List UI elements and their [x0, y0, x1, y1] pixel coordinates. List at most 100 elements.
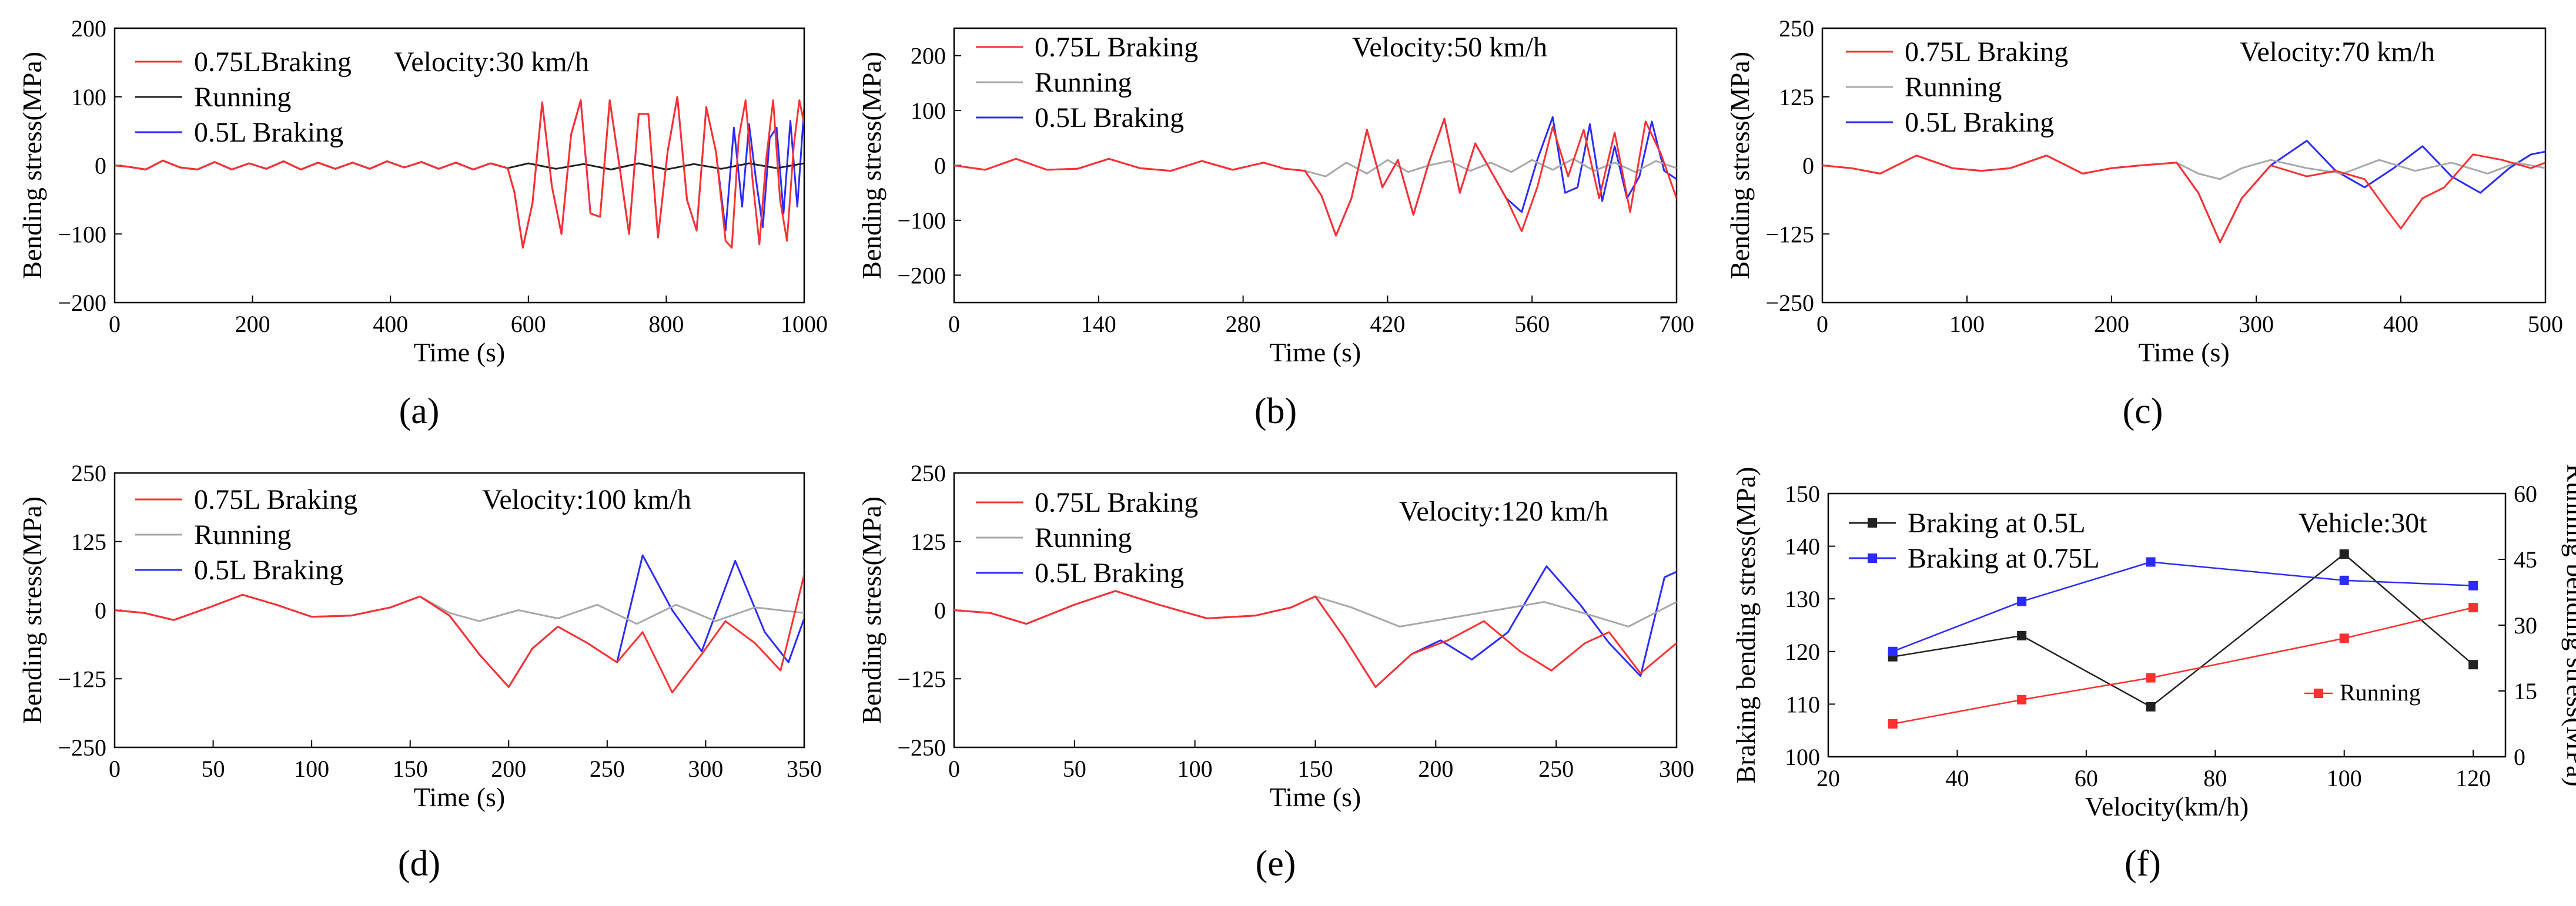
legend-label: 0.5L Braking [1905, 107, 2054, 138]
y-tick-label: 0 [1802, 153, 1814, 179]
chart-panel-e: 0 50 100 150 200 250 300 −250 −125 0 125 250 Time (s… [857, 460, 1694, 884]
x-tick-label: 50 [1063, 756, 1086, 782]
legend-marker [2314, 689, 2323, 698]
legend-label: Running [194, 82, 291, 113]
x-tick-label: 300 [2239, 311, 2274, 337]
panel-label: (a) [399, 391, 440, 431]
legend-label: 0.75L Braking [1035, 32, 1198, 63]
data-point [1888, 719, 1898, 729]
y-axis-label: Bending stress(MPa) [857, 496, 886, 724]
chart-panel-f: 20 40 60 80 100 120 100 110 120 130 140 150 0 15 30 45 6… [1731, 464, 2576, 884]
chart-panel-b: 0 140 280 420 560 700 −200 −100 0 100 200 Time (s) B… [857, 27, 1694, 431]
legend-marker [1868, 553, 1877, 563]
data-point [2146, 702, 2156, 712]
y-tick-label: −100 [58, 221, 106, 247]
data-point [2468, 580, 2478, 590]
y-tick-label: 120 [1785, 639, 1820, 665]
x-tick-label: 350 [787, 756, 822, 782]
legend-label: 0.75L Braking [194, 484, 357, 515]
x-axis-label: Time (s) [414, 337, 506, 367]
y-tick-label: 200 [911, 43, 946, 69]
data-point [1888, 646, 1898, 656]
series-line-0-75l-braking [954, 118, 1677, 237]
panel-label: (b) [1254, 391, 1297, 431]
x-tick-label: 100 [1949, 311, 1985, 337]
x-tick-label: 280 [1226, 311, 1261, 337]
legend-label: Running [1035, 67, 1132, 98]
legend-label: Running [1035, 522, 1132, 553]
y-right-tick-label: 15 [2514, 678, 2537, 704]
y-tick-label: −200 [897, 262, 946, 288]
x-tick-label: 20 [1816, 765, 1840, 791]
legend-marker [1868, 518, 1877, 528]
data-point [2339, 633, 2349, 643]
legend-label: 0.5L Braking [194, 117, 343, 148]
x-tick-label: 150 [393, 756, 428, 782]
data-point [2468, 660, 2478, 670]
panel-label: (d) [398, 844, 440, 884]
x-tick-label: 1000 [781, 311, 828, 337]
x-tick-label: 0 [1816, 311, 1828, 337]
y-right-tick-label: 0 [2514, 744, 2525, 770]
chart-panel-d: 0 50 100 150 200 250 300 350 −250 −125 0 125 250 Time… [17, 460, 822, 884]
x-tick-label: 200 [235, 311, 270, 337]
velocity-annotation: Velocity:50 km/h [1352, 32, 1547, 63]
x-tick-label: 50 [202, 756, 225, 782]
x-tick-label: 200 [1418, 756, 1453, 782]
panel-label: (f) [2125, 844, 2161, 884]
y-tick-label: −125 [58, 666, 106, 692]
series-line-0-75l-braking [954, 590, 1677, 688]
y-right-tick-label: 30 [2514, 612, 2537, 639]
y-tick-label: −250 [897, 734, 946, 761]
x-tick-label: 40 [1945, 765, 1969, 791]
x-tick-label: 200 [2094, 311, 2129, 337]
data-point [2017, 630, 2027, 640]
x-tick-label: 100 [294, 756, 329, 782]
x-tick-label: 60 [2075, 765, 2098, 791]
data-point [2017, 596, 2027, 606]
x-axis-label: Time (s) [1270, 337, 1361, 367]
data-point [2146, 557, 2156, 567]
x-tick-label: 100 [1177, 756, 1213, 782]
legend-label: Braking at 0.75L [1908, 543, 2100, 574]
legend-label: 0.5L Braking [1035, 558, 1184, 589]
series-line-0-75l-braking [115, 574, 804, 694]
legend-label: 0.5L Braking [194, 555, 343, 586]
y-tick-label: 250 [911, 460, 946, 486]
x-tick-label: 400 [2383, 311, 2418, 337]
legend-label: 0.75L Braking [1905, 36, 2068, 68]
y-tick-label: 150 [1785, 481, 1820, 507]
velocity-annotation: Velocity:120 km/h [1399, 496, 1608, 527]
series-line-0-75lbraking [115, 96, 804, 249]
chart-panel-c: 0 100 200 300 400 500 −250 −125 0 125 250 Time (s) B… [1725, 15, 2563, 431]
y-tick-label: 100 [71, 84, 106, 110]
y-tick-label: 250 [1779, 15, 1814, 42]
y-tick-label: −200 [58, 290, 106, 316]
y-axis-label: Braking bending stress(MPa) [1731, 467, 1761, 783]
velocity-annotation: Velocity:30 km/h [394, 46, 589, 78]
y-right-axis-label: Running bending stress(MPa) [2561, 464, 2576, 786]
velocity-annotation: Vehicle:30t [2299, 508, 2427, 539]
data-point [2468, 603, 2478, 613]
x-tick-label: 200 [491, 756, 526, 782]
y-tick-label: 125 [71, 529, 106, 555]
x-tick-label: 0 [948, 756, 960, 782]
x-tick-label: 0 [948, 311, 960, 337]
legend-label: Running [2340, 679, 2421, 706]
y-tick-label: 140 [1785, 533, 1820, 560]
velocity-annotation: Velocity:70 km/h [2240, 36, 2435, 68]
series-line-running [1892, 606, 2474, 725]
data-point [2146, 673, 2156, 683]
y-tick-label: 250 [71, 460, 106, 486]
y-axis-label: Bending stress(MPa) [1725, 52, 1755, 279]
y-tick-label: −250 [1765, 290, 1814, 316]
legend-label: Running [1905, 72, 2002, 103]
y-axis-label: Bending stress(MPa) [17, 52, 47, 279]
x-tick-label: 700 [1659, 311, 1694, 337]
x-tick-label: 120 [2455, 765, 2491, 791]
x-tick-label: 400 [373, 311, 408, 337]
x-tick-label: 100 [2327, 765, 2362, 791]
x-axis-label: Time (s) [1270, 782, 1361, 812]
y-tick-label: 130 [1785, 586, 1820, 612]
